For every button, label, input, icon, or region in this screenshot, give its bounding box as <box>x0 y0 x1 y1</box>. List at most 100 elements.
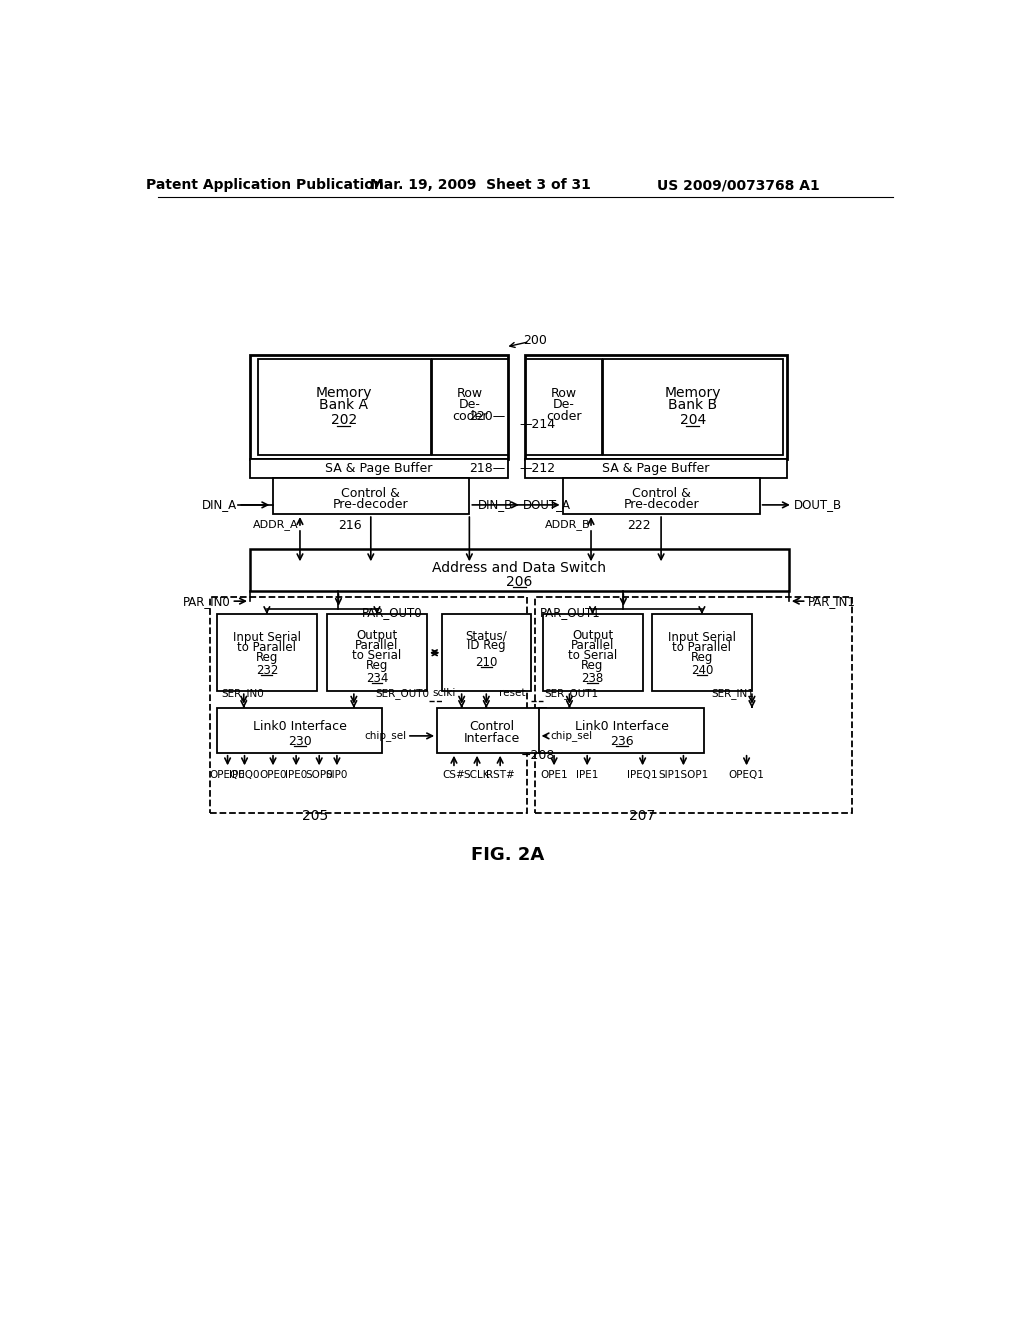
Text: OPE0: OPE0 <box>259 770 287 780</box>
Text: Bank A: Bank A <box>319 397 369 412</box>
Text: US 2009/0073768 A1: US 2009/0073768 A1 <box>657 178 820 193</box>
Text: Patent Application Publication: Patent Application Publication <box>146 178 384 193</box>
Text: to Parallel: to Parallel <box>673 640 731 653</box>
Text: 222: 222 <box>628 519 651 532</box>
Text: IPEQ1: IPEQ1 <box>628 770 658 780</box>
Text: Output: Output <box>572 630 613 643</box>
Text: ADDR_A: ADDR_A <box>253 519 298 529</box>
Text: to Parallel: to Parallel <box>238 640 296 653</box>
Text: SER_IN1: SER_IN1 <box>712 688 755 700</box>
Text: SCLK: SCLK <box>464 770 490 780</box>
Text: PAR_IN0: PAR_IN0 <box>183 594 230 607</box>
Text: Parallel: Parallel <box>570 639 614 652</box>
Text: SER_OUT1: SER_OUT1 <box>544 688 598 700</box>
Text: RST#: RST# <box>485 770 514 780</box>
Text: Pre-decoder: Pre-decoder <box>333 499 409 511</box>
Text: De-: De- <box>459 399 481 412</box>
Text: PAR_IN1: PAR_IN1 <box>808 594 856 607</box>
Text: OPEQ1: OPEQ1 <box>729 770 765 780</box>
Text: chip_sel: chip_sel <box>365 730 407 742</box>
Text: 234: 234 <box>366 672 388 685</box>
Text: Link0 Interface: Link0 Interface <box>574 721 669 733</box>
Text: 220—: 220— <box>469 409 506 422</box>
Text: DIN_B: DIN_B <box>478 499 513 511</box>
Text: SOP0: SOP0 <box>305 770 333 780</box>
Text: Memory: Memory <box>665 387 721 400</box>
Text: OPEQ0: OPEQ0 <box>210 770 246 780</box>
Text: reset: reset <box>499 688 525 698</box>
Text: coder: coder <box>453 409 487 422</box>
Text: SA & Page Buffer: SA & Page Buffer <box>602 462 710 475</box>
Text: 236: 236 <box>610 735 634 748</box>
Text: ID Reg: ID Reg <box>467 639 506 652</box>
Bar <box>217 709 382 752</box>
Text: 204: 204 <box>680 413 706 428</box>
Text: Status/: Status/ <box>466 630 507 643</box>
Text: Input Serial: Input Serial <box>232 631 301 644</box>
Text: IPE0: IPE0 <box>285 770 307 780</box>
Text: ADDR_B: ADDR_B <box>545 519 590 529</box>
Bar <box>432 359 508 455</box>
Text: 216: 216 <box>339 519 362 532</box>
Text: Mar. 19, 2009  Sheet 3 of 31: Mar. 19, 2009 Sheet 3 of 31 <box>371 178 591 193</box>
Bar <box>563 478 760 515</box>
Text: 230: 230 <box>288 735 312 748</box>
Text: DOUT_B: DOUT_B <box>795 499 843 511</box>
Text: 206: 206 <box>506 576 532 589</box>
Text: OPE1: OPE1 <box>541 770 568 780</box>
Text: coder: coder <box>547 409 582 422</box>
Bar <box>217 614 316 692</box>
Bar <box>442 614 531 692</box>
Text: SER_IN0: SER_IN0 <box>221 688 264 700</box>
Bar <box>210 597 527 813</box>
Text: CS#: CS# <box>442 770 465 780</box>
Bar <box>526 359 602 455</box>
Bar <box>524 459 786 478</box>
Text: 210: 210 <box>475 656 498 669</box>
Bar <box>258 359 431 455</box>
Text: Control &: Control & <box>632 487 690 500</box>
Bar <box>327 614 427 692</box>
Text: SER_OUT0: SER_OUT0 <box>376 688 429 700</box>
Text: SA & Page Buffer: SA & Page Buffer <box>325 462 432 475</box>
Text: Control &: Control & <box>341 487 400 500</box>
Text: 202: 202 <box>331 413 357 428</box>
Text: PAR_OUT1: PAR_OUT1 <box>540 606 600 619</box>
Text: DOUT_A: DOUT_A <box>523 499 571 511</box>
Text: 240: 240 <box>691 664 713 677</box>
Bar <box>543 614 643 692</box>
Text: 238: 238 <box>582 672 604 685</box>
Bar <box>535 597 852 813</box>
Text: Pre-decoder: Pre-decoder <box>624 499 699 511</box>
Text: Output: Output <box>356 630 397 643</box>
Text: Link0 Interface: Link0 Interface <box>253 721 347 733</box>
Text: sclki: sclki <box>432 688 456 698</box>
Text: 200: 200 <box>523 334 547 347</box>
Text: Row: Row <box>457 387 483 400</box>
Bar <box>539 709 705 752</box>
Text: Control: Control <box>469 721 514 733</box>
Text: Bank B: Bank B <box>668 397 717 412</box>
Text: FIG. 2A: FIG. 2A <box>471 846 545 865</box>
Bar <box>524 355 786 459</box>
Bar <box>437 709 547 752</box>
Bar <box>652 614 752 692</box>
Text: 207: 207 <box>630 809 655 822</box>
Text: chip_sel: chip_sel <box>550 730 592 742</box>
Text: IPE1: IPE1 <box>575 770 598 780</box>
Text: Parallel: Parallel <box>355 639 398 652</box>
Text: to Serial: to Serial <box>352 649 401 663</box>
Text: DIN_A: DIN_A <box>202 499 237 511</box>
Text: Reg: Reg <box>691 651 713 664</box>
Text: PAR_OUT0: PAR_OUT0 <box>361 606 422 619</box>
Text: Row: Row <box>551 387 578 400</box>
Text: Reg: Reg <box>582 659 604 672</box>
Text: Address and Data Switch: Address and Data Switch <box>432 561 606 576</box>
Text: IPEQ0: IPEQ0 <box>229 770 260 780</box>
Text: to Serial: to Serial <box>568 649 617 663</box>
Text: Interface: Interface <box>464 731 520 744</box>
Bar <box>250 549 788 591</box>
Text: 205: 205 <box>302 809 329 822</box>
Bar <box>250 459 508 478</box>
Text: Reg: Reg <box>256 651 279 664</box>
